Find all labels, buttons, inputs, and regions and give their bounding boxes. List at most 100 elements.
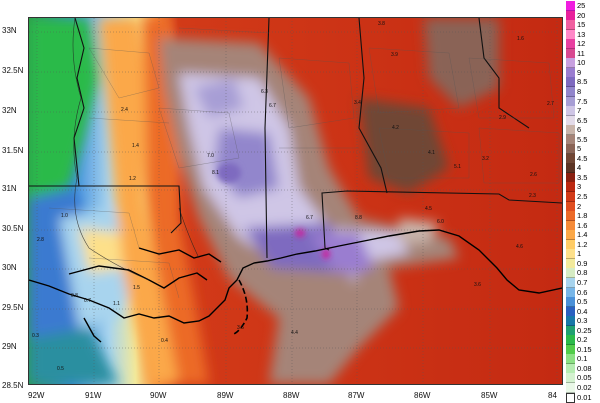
legend-entry: 2: [566, 201, 600, 212]
precip-value-label: 7.0: [207, 153, 214, 159]
lon-label: 84: [548, 391, 557, 400]
legend-tick-label: 0.08: [577, 363, 592, 373]
legend-swatch: [566, 20, 575, 31]
legend-swatch: [566, 306, 575, 317]
legend-swatch: [566, 383, 575, 393]
legend-tick-label: 1.6: [577, 220, 588, 230]
legend-swatch: [566, 211, 575, 222]
legend-tick-label: 20: [577, 10, 586, 20]
legend-swatch: [566, 1, 575, 11]
precip-value-label: 6.3: [261, 89, 268, 95]
legend-entry: 7.5: [566, 96, 600, 107]
legend-entry: 11: [566, 48, 600, 59]
lon-label: 89W: [217, 391, 234, 400]
legend-tick-label: 3.5: [577, 172, 588, 182]
legend-tick-label: 5.5: [577, 134, 588, 144]
lat-label: 30N: [2, 263, 17, 272]
legend-swatch: [566, 239, 575, 250]
legend-swatch: [566, 96, 575, 107]
legend-swatch: [566, 67, 575, 78]
legend-tick-label: 0.05: [577, 373, 592, 383]
lon-label: 85W: [481, 391, 498, 400]
legend-swatch: [566, 373, 575, 384]
lat-label: 31N: [2, 184, 17, 193]
lat-label: 28.5N: [2, 381, 24, 390]
legend-entry: 5: [566, 144, 600, 155]
precip-value-label: 6.0: [437, 219, 444, 225]
precip-value-label: 3.8: [378, 21, 385, 27]
legend-entry: 10: [566, 58, 600, 69]
lat-label: 30.5N: [2, 224, 24, 233]
lon-label: 90W: [150, 391, 167, 400]
legend-tick-label: 8: [577, 86, 582, 96]
legend-entry: 9: [566, 67, 600, 78]
precip-value-label: 4.1: [428, 150, 435, 156]
precip-field: [29, 18, 499, 384]
legend-tick-label: 6: [577, 125, 582, 135]
legend-swatch: [566, 335, 575, 346]
legend-swatch: [566, 363, 575, 374]
lat-label: 31.5N: [2, 146, 24, 155]
legend-tick-label: 6.5: [577, 115, 588, 125]
legend-tick-label: 7: [577, 106, 582, 116]
precip-value-label: 0.5: [57, 366, 64, 372]
lon-label: 91W: [85, 391, 102, 400]
legend-tick-label: 5: [577, 144, 582, 154]
lat-label: 33N: [2, 26, 17, 35]
legend-tick-label: 0.6: [577, 287, 588, 297]
legend-entry: 0.9: [566, 258, 600, 269]
legend-tick-label: 13: [577, 29, 586, 39]
precip-value-label: 1.2: [129, 176, 136, 182]
precip-value-label: 0.3: [32, 333, 39, 339]
legend-entry: 0.08: [566, 363, 600, 374]
legend-tick-label: 0.2: [577, 335, 588, 345]
legend-swatch: [566, 316, 575, 327]
lon-label: 92W: [28, 391, 45, 400]
legend-swatch: [566, 249, 575, 260]
legend-entry: 0.02: [566, 383, 600, 393]
precip-value-label: 1.4: [132, 143, 139, 149]
legend-tick-label: 0.4: [577, 306, 588, 316]
legend-swatch: [566, 268, 575, 279]
precip-value-label: 6.7: [306, 215, 313, 221]
precip-value-label: 2.7: [547, 101, 554, 107]
legend-entry: 7: [566, 106, 600, 117]
lat-label: 29.5N: [2, 303, 24, 312]
legend-tick-label: 1: [577, 249, 582, 259]
precip-value-label: 2.4: [121, 107, 128, 113]
legend-swatch: [566, 230, 575, 241]
legend-entry: 0.7: [566, 277, 600, 288]
legend-tick-label: 0.9: [577, 258, 588, 268]
legend-swatch: [566, 192, 575, 202]
legend-swatch: [566, 86, 575, 97]
precip-value-label: 2.8: [37, 237, 44, 243]
legend-tick-label: 11: [577, 48, 585, 58]
lat-label: 32N: [2, 106, 17, 115]
legend-tick-label: 3: [577, 182, 582, 192]
legend-tick-label: 0.5: [577, 297, 588, 307]
rivers: [72, 18, 200, 281]
legend-swatch: [566, 115, 575, 126]
legend-tick-label: 0.25: [577, 325, 592, 335]
legend-entry: 15: [566, 20, 600, 31]
legend-entry: 1.6: [566, 220, 600, 231]
legend-entry: 0.25: [566, 325, 600, 336]
legend-entry: 2.5: [566, 192, 600, 202]
legend-entry: 0.15: [566, 344, 600, 355]
precip-value-label: 3.2: [482, 156, 489, 162]
precip-value-label: 4.6: [516, 244, 523, 250]
legend-tick-label: 0.8: [577, 268, 588, 278]
legend-entry: 25: [566, 1, 600, 11]
legend-swatch: [566, 220, 575, 231]
value-labels: 3.8 3.9 1.6 2.4 6.7 6.3 7.0 8.1 1.2 1.4 1.0 0.8 0.7 1…: [32, 21, 554, 372]
precip-value-label: 0.7: [84, 298, 91, 304]
color-legend: 25 20 15 13 12 11 10 9 8.5 8 7.5 7 6.5 6 5.5 5 4.5 4 3.5 3 2…: [566, 1, 600, 403]
legend-swatch: [566, 325, 575, 336]
legend-tick-label: 12: [577, 39, 586, 49]
legend-entry: 0.2: [566, 335, 600, 346]
precip-value-label: 1.6: [517, 36, 524, 42]
legend-swatch: [566, 125, 575, 136]
legend-swatch: [566, 172, 575, 183]
legend-swatch: [566, 10, 575, 21]
legend-tick-label: 0.7: [577, 277, 588, 287]
